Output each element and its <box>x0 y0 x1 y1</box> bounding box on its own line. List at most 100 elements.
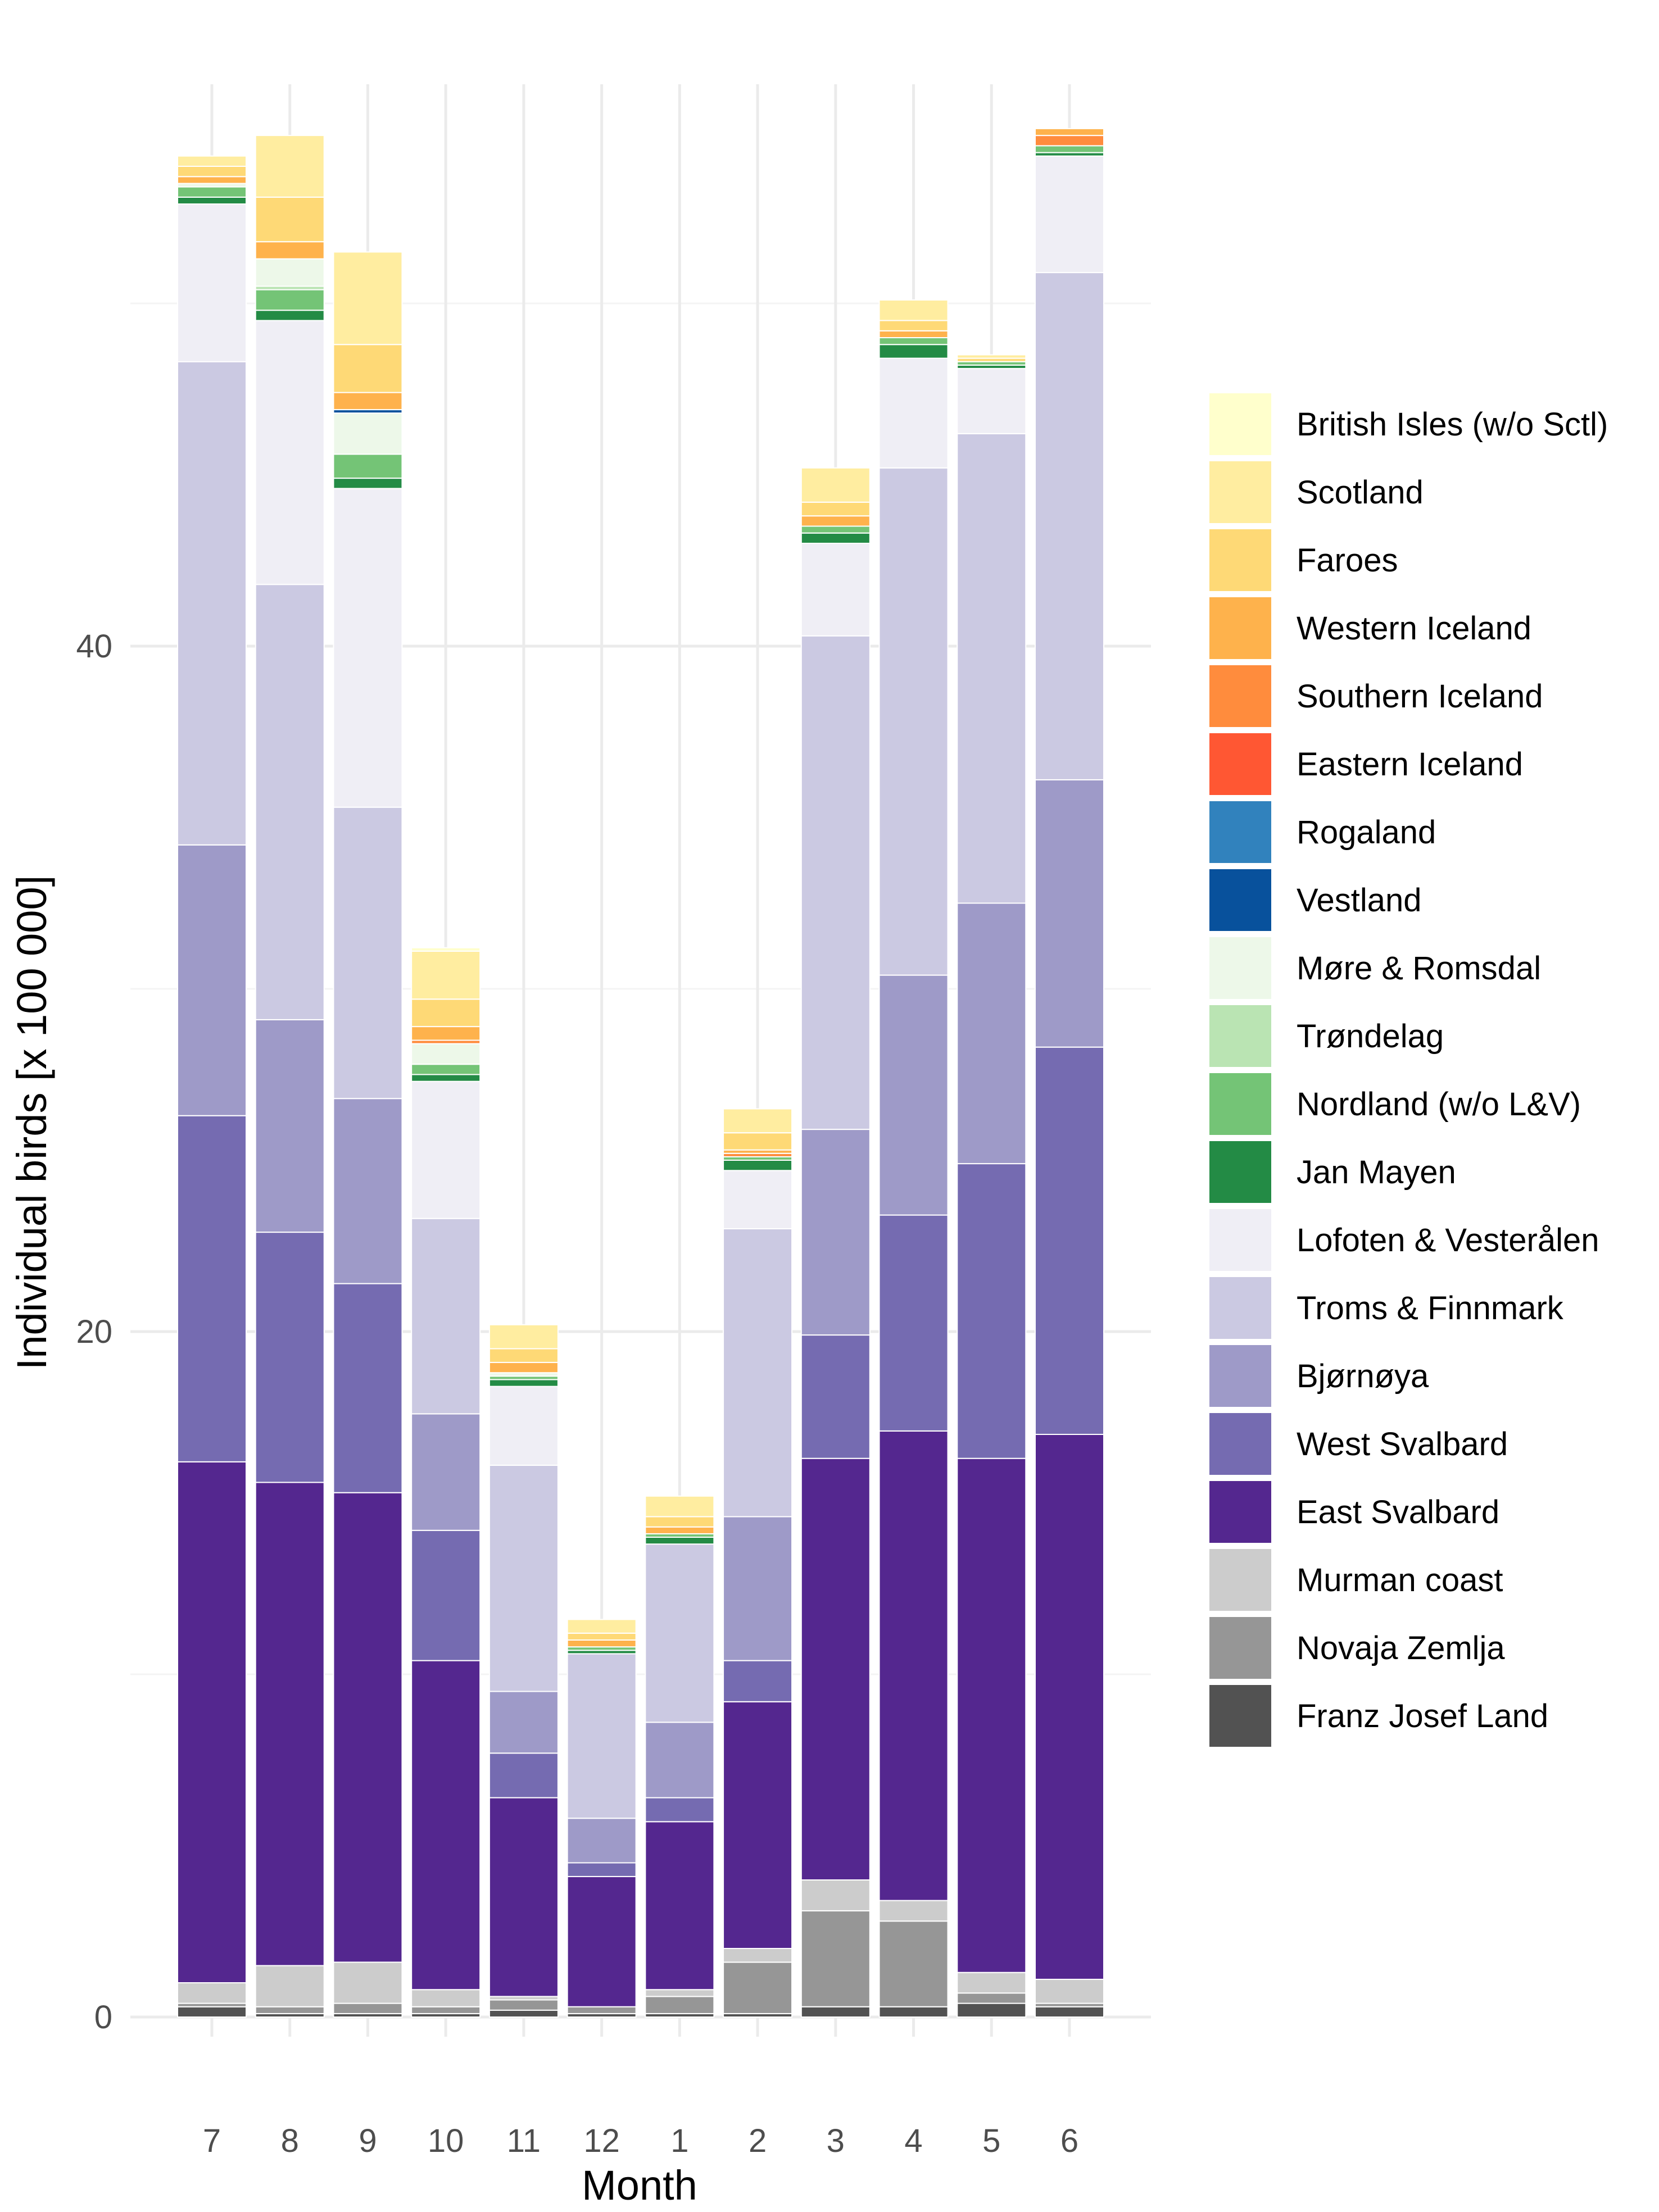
bar-segment <box>177 155 247 167</box>
bar-segment <box>255 1019 325 1233</box>
legend-swatch <box>1209 1345 1271 1407</box>
legend-label: East Svalbard <box>1297 1494 1499 1530</box>
bar-segment <box>800 501 871 517</box>
legend-label: Bjørnøya <box>1297 1358 1429 1395</box>
bar-segment <box>255 289 325 311</box>
bar-segment <box>177 1461 247 1984</box>
bar-segment <box>566 2006 637 2014</box>
bar-segment <box>957 354 1027 359</box>
bar-segment <box>800 1457 871 1881</box>
bar-segment <box>255 1965 325 2007</box>
y-tick-label: 40 <box>76 628 112 665</box>
bar-segment <box>333 392 403 411</box>
bar-segment <box>645 1996 715 2014</box>
legend-swatch <box>1209 733 1271 795</box>
x-tick-label: 10 <box>428 2123 464 2159</box>
bar-segment <box>255 258 325 287</box>
bar-segment <box>333 412 403 455</box>
y-tick-label: 20 <box>76 1314 112 1350</box>
bar-segment <box>333 453 403 479</box>
bar-segment <box>255 1482 325 1966</box>
bar-segment <box>645 1543 715 1723</box>
x-tick-label: 5 <box>982 2123 1000 2159</box>
bar-segment <box>177 203 247 362</box>
legend-swatch <box>1209 869 1271 931</box>
bar-segment <box>723 1108 793 1134</box>
bar-segment <box>333 1098 403 1284</box>
bar-segment <box>255 584 325 1020</box>
x-axis-ticks: 7 8 9 10 11 12 1 2 3 4 5 6 <box>203 2123 1078 2159</box>
bar-segment <box>177 361 247 846</box>
legend-label: Faroes <box>1297 542 1398 579</box>
x-tick-label: 2 <box>749 2123 767 2159</box>
x-tick-label: 4 <box>904 2123 922 2159</box>
bar-segment <box>566 1639 637 1648</box>
x-tick-label: 3 <box>827 2123 845 2159</box>
bar-segment <box>800 532 871 544</box>
bar-segment <box>723 1701 793 1950</box>
bar-segment <box>488 1386 559 1466</box>
bar-segment <box>411 1529 481 1661</box>
bar-segment <box>800 1910 871 2007</box>
legend-label: Southern Iceland <box>1297 678 1543 715</box>
bar-segment <box>878 1430 949 1901</box>
bar-segment <box>1035 128 1104 137</box>
bar-segment <box>878 337 949 346</box>
bar-segment <box>333 251 403 346</box>
bar-segment <box>566 1818 637 1864</box>
bar-segment <box>333 1961 403 2004</box>
bar-segment <box>488 1379 559 1387</box>
bar-segment <box>800 1129 871 1336</box>
bar-segment <box>957 1457 1027 1973</box>
bar-segment <box>177 166 247 178</box>
legend-label: Rogaland <box>1297 814 1436 851</box>
bar-segment <box>1035 272 1104 780</box>
bar-segment <box>177 186 247 198</box>
bar-segment <box>645 1821 715 1991</box>
bar-segment <box>411 1064 481 1075</box>
x-tick-label: 6 <box>1060 2123 1078 2159</box>
bar-segment <box>255 196 325 243</box>
bar-segment <box>1035 1978 1104 2004</box>
x-axis-title: Month <box>582 2162 697 2209</box>
x-tick-label: 7 <box>203 2123 221 2159</box>
bar-segment <box>488 1324 559 1350</box>
bar-segment <box>957 2002 1027 2018</box>
bar-segment <box>878 974 949 1216</box>
bar-segment <box>957 1163 1027 1459</box>
bar-segment <box>488 1691 559 1754</box>
bar-segment <box>800 2006 871 2018</box>
bar-segment <box>411 947 481 952</box>
bar-segment <box>1035 1046 1104 1435</box>
bar-segment <box>488 1361 559 1374</box>
legend-swatch <box>1209 1277 1271 1339</box>
bar-segment <box>488 1464 559 1692</box>
bar-segment <box>957 902 1027 1165</box>
legend-swatch <box>1209 1209 1271 1271</box>
bars-layer <box>177 128 1104 2018</box>
bar-segment <box>177 176 247 184</box>
legend-swatch <box>1209 937 1271 999</box>
bar-segment <box>333 488 403 808</box>
legend-label: Eastern Iceland <box>1297 746 1523 783</box>
y-tick-label: 0 <box>94 1999 112 2036</box>
bar-segment <box>411 1043 481 1065</box>
bar-segment <box>878 2006 949 2018</box>
x-tick-label: 12 <box>583 2123 620 2159</box>
bar-segment <box>957 1972 1027 1994</box>
bar-segment <box>488 1348 559 1363</box>
bar-segment <box>878 344 949 359</box>
bar-segment <box>878 299 949 321</box>
legend-label: Lofoten & Vesterålen <box>1297 1222 1599 1259</box>
bar-segment <box>800 543 871 637</box>
bar-segment <box>723 1660 793 1702</box>
bar-segment <box>177 844 247 1116</box>
bar-segment <box>411 1218 481 1415</box>
bar-segment <box>1035 145 1104 153</box>
bar-segment <box>645 1797 715 1823</box>
legend-label: West Svalbard <box>1297 1426 1508 1462</box>
bar-segment <box>255 2006 325 2014</box>
bar-segment <box>488 1999 559 2011</box>
bar-segment <box>255 320 325 585</box>
